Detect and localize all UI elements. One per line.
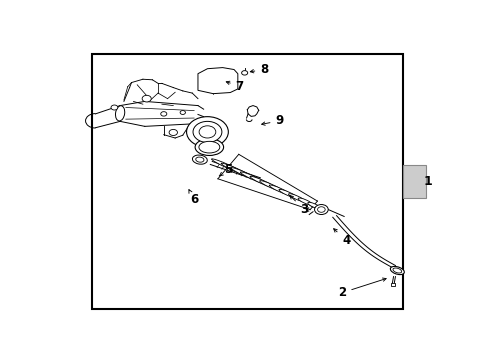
Polygon shape xyxy=(391,283,395,286)
Ellipse shape xyxy=(393,268,402,273)
Ellipse shape xyxy=(250,176,275,188)
Ellipse shape xyxy=(298,198,312,205)
Circle shape xyxy=(111,105,118,110)
Ellipse shape xyxy=(221,163,253,178)
Ellipse shape xyxy=(195,139,223,156)
Circle shape xyxy=(193,121,222,143)
Text: 6: 6 xyxy=(189,190,198,206)
Circle shape xyxy=(161,112,167,116)
Text: 2: 2 xyxy=(338,278,386,299)
Ellipse shape xyxy=(260,181,282,191)
Ellipse shape xyxy=(279,189,297,198)
Text: 3: 3 xyxy=(290,195,308,216)
Circle shape xyxy=(169,129,177,135)
Ellipse shape xyxy=(270,185,290,195)
Bar xyxy=(92,54,403,309)
Circle shape xyxy=(187,117,228,147)
Circle shape xyxy=(315,204,328,215)
Ellipse shape xyxy=(116,106,125,121)
Text: 5: 5 xyxy=(219,163,232,176)
Ellipse shape xyxy=(391,266,404,275)
Ellipse shape xyxy=(196,157,204,162)
Circle shape xyxy=(180,111,185,114)
Text: 8: 8 xyxy=(250,63,269,76)
Circle shape xyxy=(242,71,248,75)
Text: 4: 4 xyxy=(334,229,350,247)
Polygon shape xyxy=(198,68,238,94)
Circle shape xyxy=(318,207,325,212)
Circle shape xyxy=(142,95,151,102)
Bar xyxy=(403,165,426,198)
Ellipse shape xyxy=(193,155,207,164)
Ellipse shape xyxy=(289,194,305,202)
Ellipse shape xyxy=(199,141,220,153)
Circle shape xyxy=(199,126,216,138)
Text: 9: 9 xyxy=(262,114,284,127)
Ellipse shape xyxy=(212,159,245,174)
Ellipse shape xyxy=(241,172,268,184)
Ellipse shape xyxy=(308,202,320,208)
Text: 1: 1 xyxy=(423,175,432,188)
Text: 7: 7 xyxy=(226,80,244,93)
Ellipse shape xyxy=(231,167,260,181)
